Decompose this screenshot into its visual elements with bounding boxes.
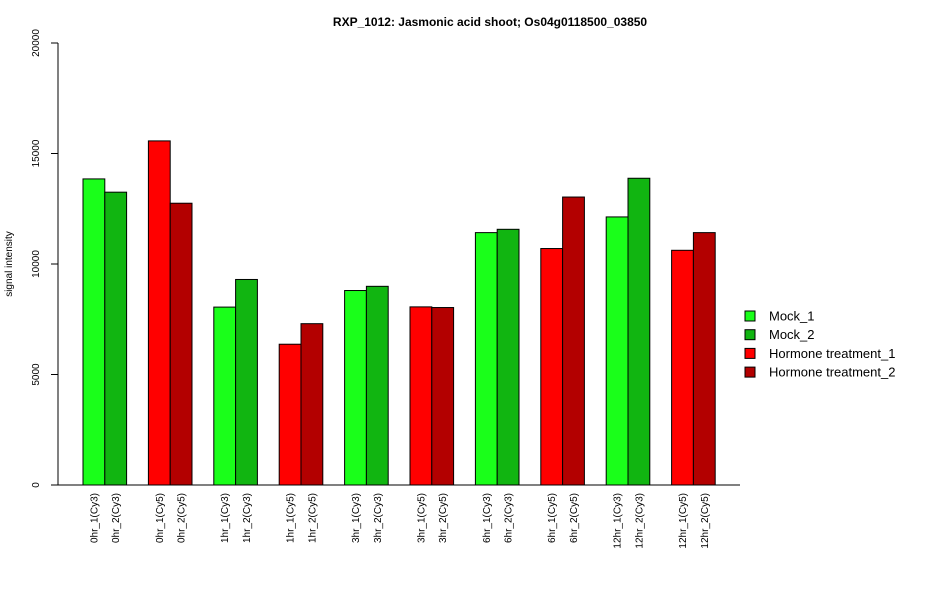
bar: [496, 228, 520, 486]
x-tick-label: 12hr_2(Cy3): [634, 493, 645, 549]
legend-swatch: [744, 329, 756, 341]
bar: [692, 232, 716, 486]
x-tick-label: 6hr_1(Cy3): [482, 493, 493, 543]
y-tick-label: 0: [31, 482, 42, 488]
bar: [104, 191, 128, 486]
y-axis-label: signal intensity: [4, 231, 15, 297]
x-tick-label: 6hr_2(Cy3): [504, 493, 515, 543]
bar: [235, 278, 258, 486]
legend-label: Hormone treatment_1: [769, 346, 895, 361]
bar: [213, 306, 237, 486]
x-tick-label: 0hr_1(Cy3): [89, 493, 100, 543]
bar: [169, 202, 193, 486]
bar: [540, 248, 564, 486]
y-tick-label: 15000: [31, 139, 42, 167]
x-tick-label: 6hr_1(Cy5): [547, 493, 558, 543]
bar: [605, 216, 629, 486]
bar: [365, 285, 389, 486]
x-tick-label: 0hr_2(Cy3): [111, 493, 122, 543]
legend-swatch: [744, 347, 756, 359]
x-tick-label: 12hr_1(Cy3): [613, 493, 624, 549]
bar: [344, 290, 367, 486]
x-tick-label: 3hr_1(Cy5): [416, 493, 427, 543]
x-tick-label: 1hr_2(Cy3): [242, 493, 253, 543]
bar: [409, 306, 433, 486]
x-tick-label: 0hr_2(Cy5): [177, 493, 188, 543]
x-tick-label: 12hr_1(Cy5): [678, 493, 689, 549]
bar: [671, 249, 694, 486]
bar: [82, 178, 106, 486]
x-tick-label: 12hr_2(Cy5): [700, 493, 711, 549]
chart-title: RXP_1012: Jasmonic acid shoot; Os04g0118…: [333, 15, 648, 29]
x-tick-label: 1hr_1(Cy5): [286, 493, 297, 543]
bar: [147, 140, 171, 486]
y-tick-label: 20000: [31, 29, 42, 57]
x-axis: 0hr_1(Cy3) 0hr_2(Cy3) 0hr_1(Cy5) 0hr_2(Cy5)…: [58, 484, 740, 549]
legend-label: Mock_1: [769, 309, 815, 324]
x-tick-label: 3hr_1(Cy3): [351, 493, 362, 543]
x-tick-label: 3hr_2(Cy5): [438, 493, 449, 543]
legend-swatch: [744, 310, 756, 322]
legend-swatch: [744, 366, 756, 378]
y-axis: 0 5000 10000 15000 20000: [31, 29, 59, 488]
bar: [431, 307, 455, 486]
legend-label: Hormone treatment_2: [769, 365, 895, 380]
legend: Mock_1 Mock_2 Hormone treatment_1 Hormone t…: [744, 309, 895, 380]
bar: [474, 232, 498, 486]
x-tick-label: 6hr_2(Cy5): [569, 493, 580, 543]
x-tick-label: 1hr_1(Cy3): [220, 493, 231, 543]
bar: [627, 177, 651, 486]
bar: [278, 343, 302, 486]
bars-group: [82, 140, 716, 486]
y-tick-label: 10000: [31, 250, 42, 278]
x-tick-label: 3hr_2(Cy3): [373, 493, 384, 543]
y-tick-label: 5000: [31, 363, 42, 386]
x-tick-label: 1hr_2(Cy5): [307, 493, 318, 543]
x-tick-label: 0hr_1(Cy5): [155, 493, 166, 543]
bar: [300, 323, 324, 486]
bar: [562, 196, 585, 486]
legend-label: Mock_2: [769, 327, 815, 342]
